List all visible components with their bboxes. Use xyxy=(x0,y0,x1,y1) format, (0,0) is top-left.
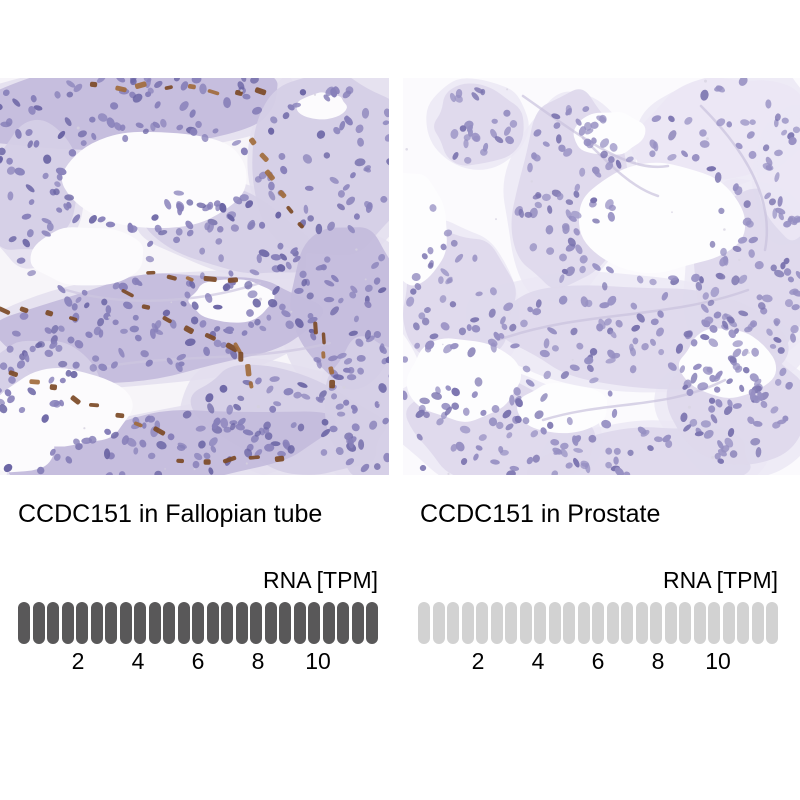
rna-pill xyxy=(635,602,648,644)
tick-label: 2 xyxy=(471,648,485,674)
rna-pill xyxy=(519,602,532,644)
rna-pill xyxy=(235,602,248,644)
rna-pill xyxy=(177,602,190,644)
rna-pill xyxy=(206,602,219,644)
rna-pill xyxy=(548,602,561,644)
tick-label: 10 xyxy=(305,648,331,674)
rna-pill xyxy=(308,602,320,644)
rna-pill xyxy=(621,602,633,644)
rna-pill xyxy=(61,602,74,644)
rna-pill xyxy=(679,602,691,644)
tick-label: 2 xyxy=(71,648,85,674)
panel-title-prostate: CCDC151 in Prostate xyxy=(420,500,661,528)
rna-pill xyxy=(432,602,445,644)
rna-pill xyxy=(192,602,204,644)
rna-pill xyxy=(32,602,45,644)
rna-pill xyxy=(221,602,233,644)
rna-pill xyxy=(279,602,291,644)
rna-pill xyxy=(293,602,306,644)
rna-pill xyxy=(351,602,364,644)
rna-pill xyxy=(461,602,474,644)
rna-pill xyxy=(76,602,88,644)
rna-pill xyxy=(737,602,749,644)
rna-pill xyxy=(337,602,349,644)
rna-pill xyxy=(592,602,604,644)
rna-pill xyxy=(751,602,764,644)
rna-pill xyxy=(47,602,59,644)
rna-pill xyxy=(418,602,430,644)
rna-expression-scale-fallopian-tube: RNA [TPM] 2 4 6 8 10 xyxy=(18,566,378,678)
rna-pill xyxy=(134,602,146,644)
rna-expression-scale-prostate: RNA [TPM] 2 4 6 8 10 xyxy=(418,566,778,678)
rna-pill xyxy=(366,602,378,644)
panel-fallopian-tube: CCDC151 in Fallopian tube RNA [TPM] 2 4 6 8… xyxy=(0,0,389,800)
ihc-micrograph-fallopian-tube xyxy=(0,78,389,475)
rna-pill xyxy=(90,602,103,644)
tick-label: 8 xyxy=(651,648,665,674)
rna-pill xyxy=(264,602,277,644)
panel-title-fallopian-tube: CCDC151 in Fallopian tube xyxy=(18,500,323,528)
rna-pill xyxy=(577,602,590,644)
tick-label: 6 xyxy=(591,648,605,674)
ihc-micrograph-prostate xyxy=(403,78,800,475)
rna-pill xyxy=(490,602,503,644)
rna-pill xyxy=(18,602,30,644)
rna-pill xyxy=(476,602,488,644)
rna-tpm-axis-ticks: 2 4 6 8 10 xyxy=(418,648,778,678)
rna-pill xyxy=(505,602,517,644)
panel-prostate: CCDC151 in Prostate RNA [TPM] 2 4 6 8 10 xyxy=(403,0,800,800)
rna-pill xyxy=(322,602,335,644)
rna-tpm-axis-label: RNA [TPM] xyxy=(662,567,778,593)
fallopian-tube-tissue-image xyxy=(0,78,389,475)
prostate-tissue-image xyxy=(403,78,800,475)
rna-tpm-axis-label: RNA [TPM] xyxy=(262,567,378,593)
rna-pill xyxy=(766,602,778,644)
rna-pill xyxy=(250,602,262,644)
rna-tpm-pill-bar xyxy=(418,602,778,644)
rna-pill xyxy=(447,602,459,644)
rna-pill xyxy=(606,602,619,644)
rna-pill xyxy=(105,602,117,644)
rna-pill xyxy=(722,602,735,644)
rna-pill xyxy=(664,602,677,644)
rna-pill xyxy=(650,602,662,644)
rna-pill xyxy=(693,602,706,644)
rna-tpm-axis-ticks: 2 4 6 8 10 xyxy=(18,648,378,678)
tick-label: 6 xyxy=(191,648,205,674)
rna-pill xyxy=(563,602,575,644)
rna-pill xyxy=(163,602,175,644)
rna-pill xyxy=(708,602,720,644)
rna-tpm-pill-bar xyxy=(18,602,378,644)
rna-pill xyxy=(119,602,132,644)
rna-pill xyxy=(534,602,546,644)
tick-label: 8 xyxy=(251,648,265,674)
tick-label: 4 xyxy=(131,648,145,674)
rna-pill xyxy=(148,602,161,644)
tick-label: 10 xyxy=(705,648,731,674)
tick-label: 4 xyxy=(531,648,545,674)
